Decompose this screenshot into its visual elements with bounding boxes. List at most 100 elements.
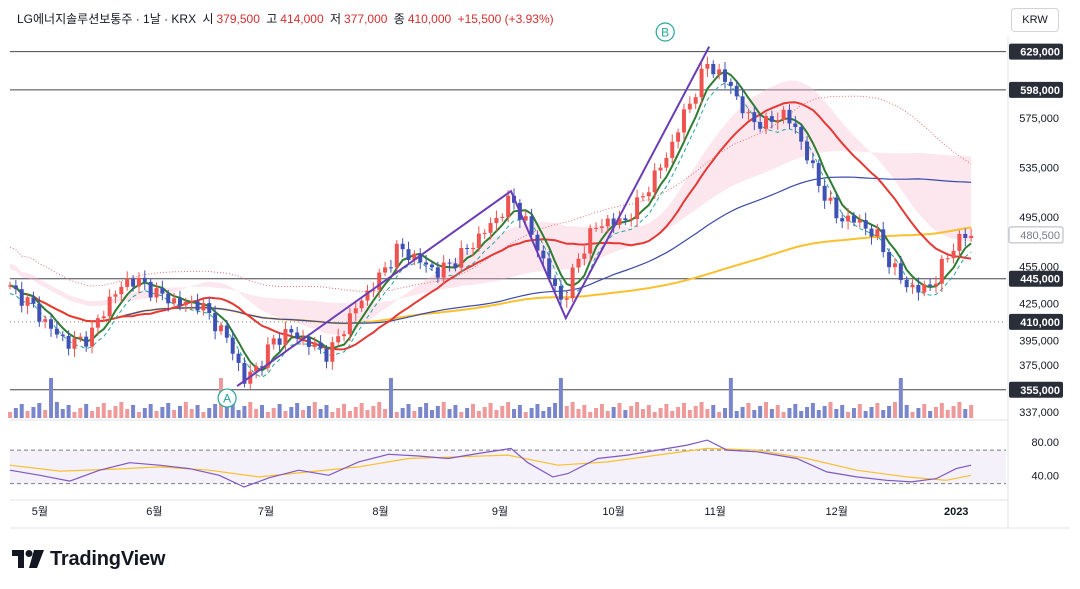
volume-bar (101, 403, 106, 418)
volume-bar (277, 404, 282, 418)
candle-body (66, 335, 71, 349)
time-axis-tick: 10월 (602, 505, 624, 518)
brand-name: TradingView (50, 547, 166, 570)
volume-bar (412, 411, 417, 418)
candle-body (734, 85, 739, 97)
open-value: 379,500 (216, 12, 260, 26)
volume-bar (447, 409, 452, 418)
candle-body (793, 123, 798, 128)
volume-bar (318, 409, 323, 418)
candle-body (658, 167, 663, 171)
candle-body (260, 366, 265, 368)
candle-body (13, 285, 18, 290)
close-label: 종 (393, 12, 405, 26)
candle-body (435, 267, 440, 278)
volume-bar (248, 402, 253, 418)
volume-bar (113, 406, 118, 418)
volume-bar (658, 408, 663, 418)
close-value: 410,000 (407, 12, 452, 26)
volume-bar (465, 408, 470, 418)
volume-bar (746, 403, 751, 418)
candle-body (101, 316, 106, 319)
volume-bar (793, 404, 798, 418)
candle-body (506, 195, 511, 217)
volume-bar (810, 403, 815, 418)
candle-body (629, 218, 634, 221)
candle-body (330, 342, 335, 362)
time-axis-tick: 7월 (258, 505, 274, 518)
rsi-axis-tick: 80.00 (1031, 437, 1059, 449)
volume-bar (910, 412, 915, 418)
candle-body (418, 253, 423, 263)
time-axis-tick: 9월 (492, 505, 508, 518)
volume-bar (969, 405, 974, 418)
rsi-signal-line (9, 447, 972, 481)
candle-body (412, 253, 417, 261)
volume-bar (43, 410, 48, 418)
volume-bar (523, 412, 528, 418)
candle-body (160, 288, 165, 294)
candle-body (195, 301, 200, 311)
candle-body (336, 336, 341, 343)
candle-body (840, 218, 845, 222)
volume-bar (869, 407, 874, 418)
price-label: 598,000 (1020, 85, 1060, 97)
volume-bar (617, 403, 622, 418)
candle-body (230, 337, 235, 354)
tradingview-logo[interactable]: TradingView (12, 548, 165, 570)
candle-body (394, 243, 399, 268)
price-label: 410,000 (1020, 317, 1060, 329)
candle-body (359, 300, 364, 309)
volume-bar (828, 402, 833, 418)
volume-bar (84, 404, 89, 418)
price-chart[interactable]: A B 575,000 535,000 495,000 455,000 425,000 395… (0, 0, 1080, 540)
candle-body (881, 229, 886, 253)
candle-body (347, 313, 352, 335)
candle-body (49, 319, 54, 329)
candle-body (558, 285, 563, 300)
volume-bar (863, 411, 868, 418)
price-label-box (1008, 226, 1064, 244)
candle-body (957, 233, 962, 251)
ma20-line (9, 101, 972, 351)
candle-body (236, 353, 241, 363)
volume-bar (769, 409, 774, 418)
candle-body (693, 97, 698, 104)
volume-bar (342, 404, 347, 418)
candle-body (306, 337, 311, 347)
volume-bar (154, 411, 159, 418)
volume-bar (25, 411, 30, 418)
volume-bar (564, 406, 569, 418)
volume-bar (125, 409, 130, 418)
volume-bar (799, 411, 804, 418)
volume-bar (353, 407, 358, 418)
volume-bar (172, 410, 177, 418)
candle-body (799, 127, 804, 142)
volume-bar (781, 412, 786, 418)
volume-bar (236, 410, 241, 418)
volume-bar (629, 406, 634, 418)
price-axis-tick: 575,000 (1019, 113, 1059, 125)
volume-bar (558, 378, 563, 418)
candle-body (183, 301, 188, 306)
currency-button[interactable]: KRW (1011, 8, 1059, 32)
volume-bar (740, 407, 745, 418)
volume-bar (570, 402, 575, 418)
candle-body (523, 216, 528, 220)
volume-bar (271, 408, 276, 418)
chart-area[interactable]: A B 575,000 535,000 495,000 455,000 425,000 395… (0, 0, 1080, 540)
candle-body (107, 296, 112, 317)
candle-body (43, 319, 48, 322)
volume-bar (594, 408, 599, 418)
candle-body (553, 278, 558, 286)
candle-body (447, 262, 452, 264)
high-value: 414,000 (280, 12, 324, 26)
candle-body (769, 116, 774, 122)
wave-label-b: B (661, 26, 669, 40)
candle-body (142, 277, 147, 282)
candle-body (177, 298, 182, 306)
volume-bar (72, 412, 77, 418)
candle-body (113, 294, 118, 297)
volume-bar (148, 404, 153, 418)
volume-bar (301, 410, 306, 418)
